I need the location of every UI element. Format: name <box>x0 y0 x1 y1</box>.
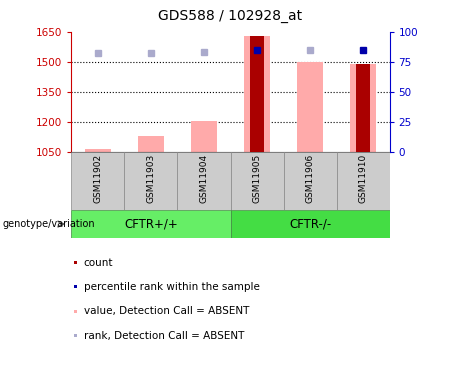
Text: CFTR+/+: CFTR+/+ <box>124 217 178 231</box>
Text: genotype/variation: genotype/variation <box>2 219 95 229</box>
Text: GSM11910: GSM11910 <box>359 153 367 203</box>
Bar <box>230 210 390 238</box>
Text: GSM11902: GSM11902 <box>94 153 102 203</box>
Bar <box>177 152 230 210</box>
Bar <box>85 149 111 152</box>
Bar <box>350 64 376 152</box>
Text: CFTR-/-: CFTR-/- <box>289 217 331 231</box>
Text: percentile rank within the sample: percentile rank within the sample <box>84 282 260 292</box>
Bar <box>244 36 270 152</box>
Bar <box>284 152 337 210</box>
Bar <box>138 136 164 152</box>
Bar <box>337 152 390 210</box>
Text: GSM11903: GSM11903 <box>147 153 155 203</box>
Text: value, Detection Call = ABSENT: value, Detection Call = ABSENT <box>84 306 249 316</box>
Bar <box>297 62 323 152</box>
Bar <box>356 64 370 152</box>
Bar <box>250 36 264 152</box>
Bar <box>71 152 124 210</box>
Text: GSM11906: GSM11906 <box>306 153 314 203</box>
Bar <box>230 152 284 210</box>
Text: count: count <box>84 258 113 267</box>
Text: GSM11904: GSM11904 <box>200 153 208 203</box>
Text: GSM11905: GSM11905 <box>253 153 261 203</box>
Bar <box>71 210 230 238</box>
Bar <box>191 121 217 152</box>
Text: GDS588 / 102928_at: GDS588 / 102928_at <box>159 9 302 23</box>
Text: rank, Detection Call = ABSENT: rank, Detection Call = ABSENT <box>84 331 244 340</box>
Bar <box>124 152 177 210</box>
